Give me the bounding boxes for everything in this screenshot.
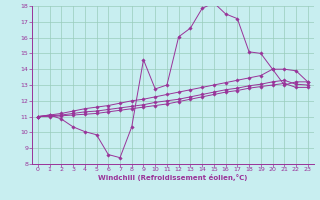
X-axis label: Windchill (Refroidissement éolien,°C): Windchill (Refroidissement éolien,°C) — [98, 174, 247, 181]
